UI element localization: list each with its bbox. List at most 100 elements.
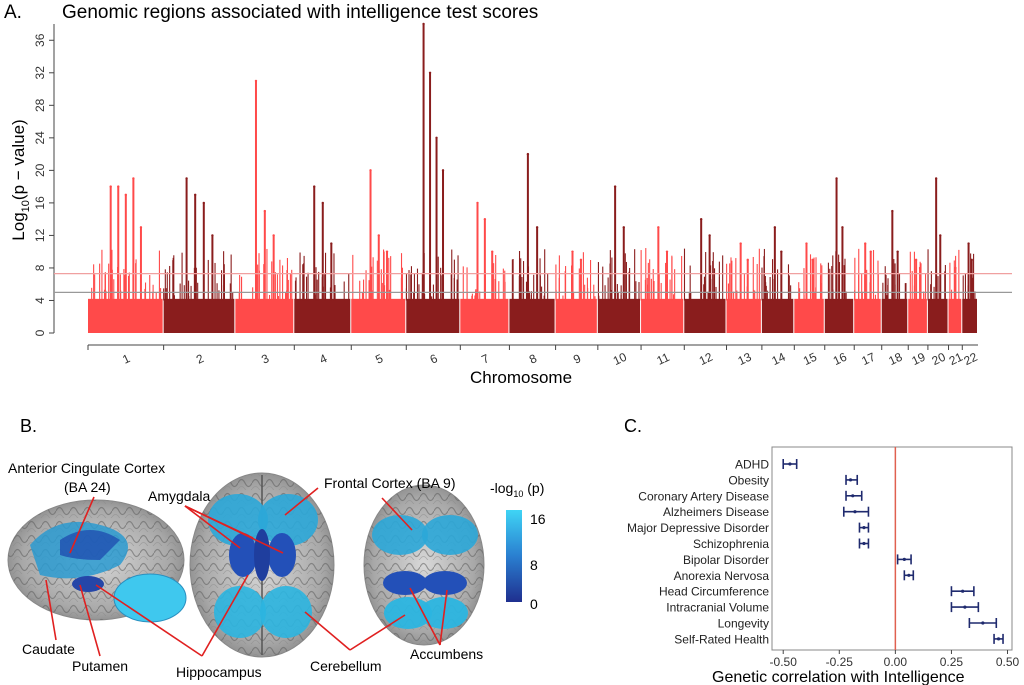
- snp-baseline-band: [88, 298, 163, 333]
- snp-baseline-band: [927, 298, 948, 333]
- snp-top-point: [746, 258, 749, 262]
- frontal-pointer-1: [284, 487, 319, 516]
- forest-row: Intracranial Volume: [666, 601, 980, 615]
- y-tick-label: 32: [33, 66, 47, 80]
- snp-baseline-band: [555, 298, 597, 333]
- snp-top-point: [699, 217, 703, 221]
- snp-top-point: [805, 242, 808, 245]
- y-tick-label: 8: [33, 264, 47, 271]
- accumbens-pointer-2: [439, 589, 448, 646]
- chromosome-10-band: [597, 185, 641, 333]
- forest-row: Coronary Artery Disease: [638, 489, 863, 503]
- snp-baseline-band: [948, 298, 962, 333]
- snp-top-point: [835, 177, 838, 180]
- snp-top-point: [526, 152, 530, 156]
- trait-label: ADHD: [735, 458, 769, 472]
- forest-row: Bipolar Disorder: [683, 553, 912, 567]
- trait-label: Anorexia Nervosa: [674, 569, 770, 583]
- colorbar-tick-high: 16: [530, 511, 546, 527]
- snp-top-point: [914, 258, 918, 262]
- snp-top-point: [369, 169, 372, 172]
- snp-baseline-band: [761, 298, 794, 333]
- acc-pointer: [69, 496, 95, 554]
- chromosome-19-band: [908, 251, 927, 333]
- y-axis: 0 4 8 12 16 20 24 28 32 36 Log10(p − value): [9, 24, 55, 336]
- chromosome-7-band: [460, 201, 509, 333]
- snp-top-point: [139, 226, 143, 229]
- snp-top-point: [109, 185, 112, 188]
- forest-x-ticks: -0.50 -0.25 0.00 0.25 0.50: [770, 650, 1020, 669]
- snp-baseline-band: [824, 298, 854, 333]
- x-tick-label: 17: [859, 350, 877, 368]
- snp-top-point: [773, 226, 777, 229]
- x-tick-label: 21: [947, 350, 965, 368]
- cingulate-dorsal: [254, 529, 270, 581]
- chromosome-12-band: [683, 217, 726, 333]
- y-tick-label: 36: [33, 33, 47, 47]
- estimate-point: [862, 541, 866, 546]
- brain-lateral-view: [7, 499, 187, 623]
- snp-top-point: [263, 209, 267, 213]
- x-tick-label: 8: [527, 351, 539, 367]
- trait-label: Schizophrenia: [693, 537, 769, 551]
- chromosome-16-band: [824, 177, 854, 333]
- snp-top-point: [132, 177, 135, 180]
- estimate-point: [853, 510, 857, 514]
- x-tick-label: 9: [571, 351, 583, 367]
- snp-top-point: [476, 201, 479, 205]
- snp-top-point: [441, 169, 445, 172]
- hippocampus-pointer-2: [201, 574, 249, 657]
- trait-label: Major Depressive Disorder: [627, 521, 769, 535]
- forest-plot-frame: [771, 446, 1013, 651]
- forest-row: Major Depressive Disorder: [627, 521, 870, 535]
- label-accumbens: Accumbens: [410, 646, 483, 662]
- estimate-point: [862, 526, 866, 530]
- snp-top-point: [313, 185, 316, 188]
- estimate-point: [981, 621, 985, 625]
- amygdala-right: [268, 533, 296, 577]
- snp-top-point: [124, 193, 128, 196]
- snp-top-point: [891, 209, 894, 213]
- y-axis-label: Log10(p − value): [9, 119, 32, 240]
- chromosome-3-band: [235, 79, 294, 333]
- snp-top-point: [435, 136, 438, 140]
- snp-top-point: [117, 185, 120, 188]
- snp-top-point: [934, 177, 938, 180]
- trait-label: Longevity: [718, 617, 769, 631]
- frontal-right: [258, 494, 318, 546]
- y-ticks: 0 4 8 12 16 20 24 28 32 36: [33, 33, 54, 336]
- x-tick-label: 4: [317, 351, 329, 367]
- x-tick-label: 7: [479, 351, 491, 367]
- snp-top-point: [254, 79, 258, 83]
- estimate-point: [907, 573, 911, 577]
- hippocampus-pointer-1: [95, 584, 203, 657]
- snp-top-point: [385, 250, 389, 253]
- forest-x-axis-label: Genetic correlation with Intelligence: [712, 669, 965, 685]
- label-cerebellum: Cerebellum: [310, 658, 382, 674]
- forest-row: Self-Rated Health: [674, 632, 1004, 646]
- snp-baseline-band: [908, 298, 927, 333]
- forest-row: Alzheimers Disease: [663, 505, 870, 519]
- x-tick-label: 14: [770, 350, 788, 368]
- hippocampus-lateral: [72, 576, 104, 592]
- putamen-lateral: [60, 530, 120, 560]
- chromosome-4-band: [294, 185, 351, 333]
- y-tick-label: 28: [33, 98, 47, 112]
- y-tick-label: 4: [33, 297, 47, 304]
- x-tick-label: 5: [373, 351, 385, 367]
- y-tick-label: 0: [33, 329, 47, 336]
- snp-top-point: [811, 258, 814, 262]
- estimate-point: [851, 494, 855, 498]
- snp-top-point: [665, 250, 669, 253]
- estimate-point: [961, 589, 965, 593]
- snp-top-point: [780, 250, 783, 253]
- trait-label: Alzheimers Disease: [663, 505, 769, 519]
- snp-top-point: [622, 226, 625, 229]
- forest-row: Anorexia Nervosa: [674, 569, 915, 583]
- snp-baseline-band: [351, 298, 406, 333]
- trait-label: Bipolar Disorder: [683, 553, 769, 567]
- snp-baseline-band: [684, 298, 726, 333]
